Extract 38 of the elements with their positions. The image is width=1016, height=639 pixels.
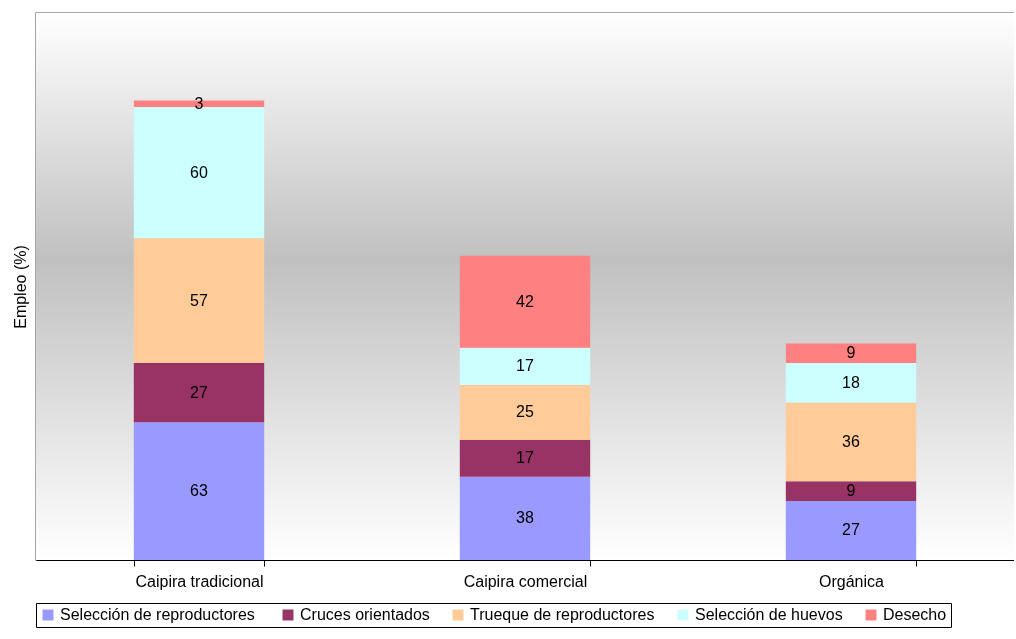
bar [459, 476, 591, 560]
bar [785, 500, 917, 560]
bar [133, 238, 265, 364]
x-tick-label: Orgánica [819, 572, 885, 590]
bar [133, 107, 265, 239]
data-label: 38 [516, 509, 534, 527]
x-tick-label: Caipira tradicional [135, 572, 264, 590]
data-label: 17 [516, 357, 534, 375]
data-label: 36 [842, 432, 860, 450]
data-label: 63 [190, 482, 208, 500]
bar [133, 422, 265, 560]
bar [785, 343, 917, 364]
bar [459, 384, 591, 440]
legend-label: Desecho [883, 606, 947, 623]
data-label: 9 [846, 482, 856, 500]
data-label: 18 [842, 373, 860, 391]
bar [133, 363, 265, 423]
data-label: 42 [516, 292, 534, 310]
legend-label: Trueque de reproductores [470, 606, 655, 623]
data-label: 60 [190, 163, 208, 181]
legend-label: Selección de reproductores [60, 606, 255, 623]
data-label: 25 [516, 403, 534, 421]
data-label: 17 [516, 449, 534, 467]
legend-label: Cruces orientados [300, 606, 430, 623]
data-label: 57 [190, 291, 208, 309]
data-label: 3 [194, 94, 204, 112]
y-axis-title: Empleo (%) [11, 245, 29, 329]
legend-label: Selección de huevos [695, 606, 843, 623]
bar [459, 347, 591, 385]
bar [785, 481, 917, 501]
x-tick-label: Caipira comercial [463, 572, 588, 590]
bar [459, 439, 591, 477]
bar [459, 255, 591, 348]
bar [785, 363, 917, 403]
data-label: 27 [842, 521, 860, 539]
data-label: 9 [846, 344, 856, 362]
data-label: 27 [190, 383, 208, 401]
bar [785, 402, 917, 482]
